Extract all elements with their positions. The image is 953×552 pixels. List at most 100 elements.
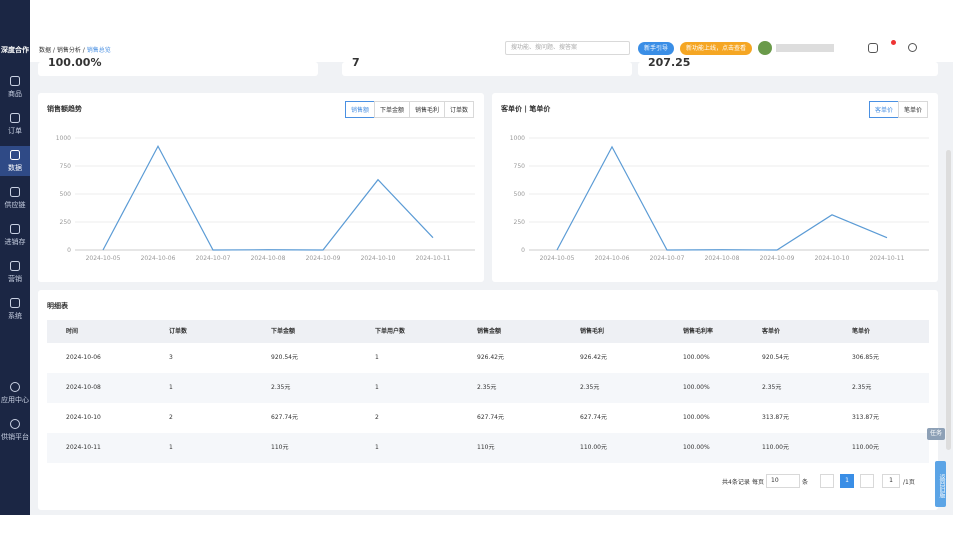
nav-item[interactable]: 应用中心 <box>0 381 30 405</box>
nav-icon <box>10 113 20 123</box>
nav-item[interactable]: 数据 <box>0 146 30 176</box>
header-cell[interactable]: 笔单价 <box>852 328 871 335</box>
nav-icon <box>10 261 20 271</box>
message-icon[interactable] <box>868 43 878 53</box>
x-tick-label: 2024-10-08 <box>251 255 286 262</box>
news-button[interactable]: 新功能上线，点击查看 <box>680 42 753 55</box>
table-cell: 313.87元 <box>852 414 879 421</box>
nav-icon <box>10 224 20 234</box>
nav-icon <box>10 298 20 308</box>
nav-item[interactable]: 供应链 <box>0 183 30 213</box>
nav-icon <box>10 150 20 160</box>
guide-button[interactable]: 新手引导 <box>638 42 675 55</box>
table-cell: 627.74元 <box>477 414 504 421</box>
nav-label: 供应链 <box>4 201 26 209</box>
chart-tab[interactable]: 销售毛利 <box>408 101 445 118</box>
x-tick-label: 2024-10-05 <box>86 255 121 262</box>
crumb[interactable]: 销售分析 <box>56 47 81 54</box>
chart-title: 销售额趋势 <box>47 105 82 113</box>
nav-item[interactable]: 系统 <box>0 294 30 324</box>
header-cell[interactable]: 销售毛利率 <box>683 328 714 335</box>
nav-icon <box>10 187 20 197</box>
nav-item[interactable]: 营销 <box>0 257 30 287</box>
table-row: 2024-10-11 1 110元 1 110元 110.00元 100.00% 110.00… <box>47 433 929 463</box>
header-cell[interactable]: 下单金额 <box>271 328 296 335</box>
task-button[interactable]: 任务 <box>927 428 945 440</box>
table-cell: 110.00元 <box>762 444 789 451</box>
current-page[interactable]: 1 <box>840 474 854 488</box>
table-cell: 100.00% <box>683 444 710 451</box>
total-count: 共4条记录 <box>722 479 750 486</box>
y-tick-label: 1000 <box>56 135 71 142</box>
header-cell[interactable]: 客单价 <box>762 328 781 335</box>
chart: 0 250 500 750 1000 2024-10-05 2024-10-06 2024-1… <box>56 135 475 262</box>
x-tick-label: 2024-10-05 <box>540 255 575 262</box>
page-size-select[interactable]: 10 <box>766 474 800 488</box>
header-cell[interactable]: 下单用户数 <box>375 328 406 335</box>
table-cell: 2.35元 <box>271 384 291 391</box>
nav-icon <box>10 382 20 392</box>
nav-label: 营销 <box>8 275 22 283</box>
help-icon[interactable] <box>908 43 917 52</box>
table-cell: 110.00元 <box>852 444 879 451</box>
goto-input[interactable]: 1 <box>882 474 900 488</box>
x-tick-label: 2024-10-07 <box>196 255 231 262</box>
next-button[interactable] <box>860 474 874 488</box>
chart-card: 客单价 | 笔单价 客单价 笔单价 0 250 500 750 1000 2024-10-05 2… <box>492 93 938 282</box>
table-cell: 3 <box>169 354 173 361</box>
nav-item[interactable]: 商品 <box>0 72 30 102</box>
summary-value: 100.00% <box>48 56 102 69</box>
table-row: 2024-10-08 1 2.35元 1 2.35元 2.35元 100.00% 2.35元 2… <box>47 373 929 403</box>
header-cell[interactable]: 销售毛利 <box>580 328 605 335</box>
y-tick-label: 750 <box>514 163 526 170</box>
header-cell[interactable]: 时间 <box>66 328 79 335</box>
nav-label: 商品 <box>8 90 22 98</box>
table-cell: 2.35元 <box>580 384 600 391</box>
table-title: 明细表 <box>47 302 68 310</box>
back-button[interactable]: 返回旧版 <box>935 461 946 507</box>
chart-tabs: 客单价 笔单价 <box>868 101 928 118</box>
prev-button[interactable] <box>820 474 834 488</box>
table-cell: 920.54元 <box>762 354 789 361</box>
per-page-label: 每页 <box>752 479 765 486</box>
nav-label: 系统 <box>8 312 22 320</box>
nav-item[interactable]: 进销存 <box>0 220 30 250</box>
y-tick-label: 1000 <box>510 135 525 142</box>
y-tick-label: 500 <box>514 191 526 198</box>
table-cell: 100.00% <box>683 354 710 361</box>
table-header: 时间 订单数 下单金额 下单用户数 销售金额 销售毛利 销售毛利率 客单价 笔单价 <box>47 320 929 343</box>
sidebar: 深度合作 商品 订单 数据 供应链 进销存 营销 系统 应用中心 供销平台 <box>0 0 30 515</box>
header-cell[interactable]: 订单数 <box>169 328 188 335</box>
table-cell: 926.42元 <box>580 354 607 361</box>
x-tick-label: 2024-10-06 <box>141 255 176 262</box>
y-tick-label: 250 <box>60 219 72 226</box>
header-cell[interactable]: 销售金额 <box>477 328 502 335</box>
nav-label: 数据 <box>8 164 22 172</box>
trend-line <box>556 145 888 251</box>
table-cell: 1 <box>375 384 379 391</box>
search-placeholder: 搜功能、搜问题、搜答案 <box>511 44 578 51</box>
avatar[interactable] <box>758 41 772 55</box>
scrollbar <box>946 150 951 450</box>
x-tick-label: 2024-10-10 <box>815 255 850 262</box>
summary-card: 100.00% <box>38 56 318 76</box>
x-tick-label: 2024-10-10 <box>361 255 396 262</box>
crumb[interactable]: 销售总览 <box>86 47 111 54</box>
table-cell: 627.74元 <box>580 414 607 421</box>
table-cell: 110元 <box>271 444 289 451</box>
header: 数据 / 销售分析 / 销售总览 搜功能、搜问题、搜答案 新手引导 新功能上线，… <box>30 0 953 62</box>
table-cell: 1 <box>375 354 379 361</box>
nav-item[interactable]: 订单 <box>0 109 30 139</box>
chart-tab[interactable]: 订单数 <box>443 101 474 118</box>
nav-label: 供销平台 <box>1 433 29 441</box>
crumb[interactable]: 数据 <box>39 47 52 54</box>
search-box[interactable]: 搜功能、搜问题、搜答案 <box>505 41 630 55</box>
table-cell: 2024-10-11 <box>66 444 101 451</box>
nav-item[interactable]: 供销平台 <box>0 418 30 442</box>
chart: 0 250 500 750 1000 2024-10-05 2024-10-06 2024-1… <box>510 135 929 262</box>
table-cell: 920.54元 <box>271 354 298 361</box>
table-cell: 2024-10-06 <box>66 354 101 361</box>
x-tick-label: 2024-10-09 <box>306 255 341 262</box>
chart-tab[interactable]: 笔单价 <box>897 101 928 118</box>
table-cell: 100.00% <box>683 384 710 391</box>
